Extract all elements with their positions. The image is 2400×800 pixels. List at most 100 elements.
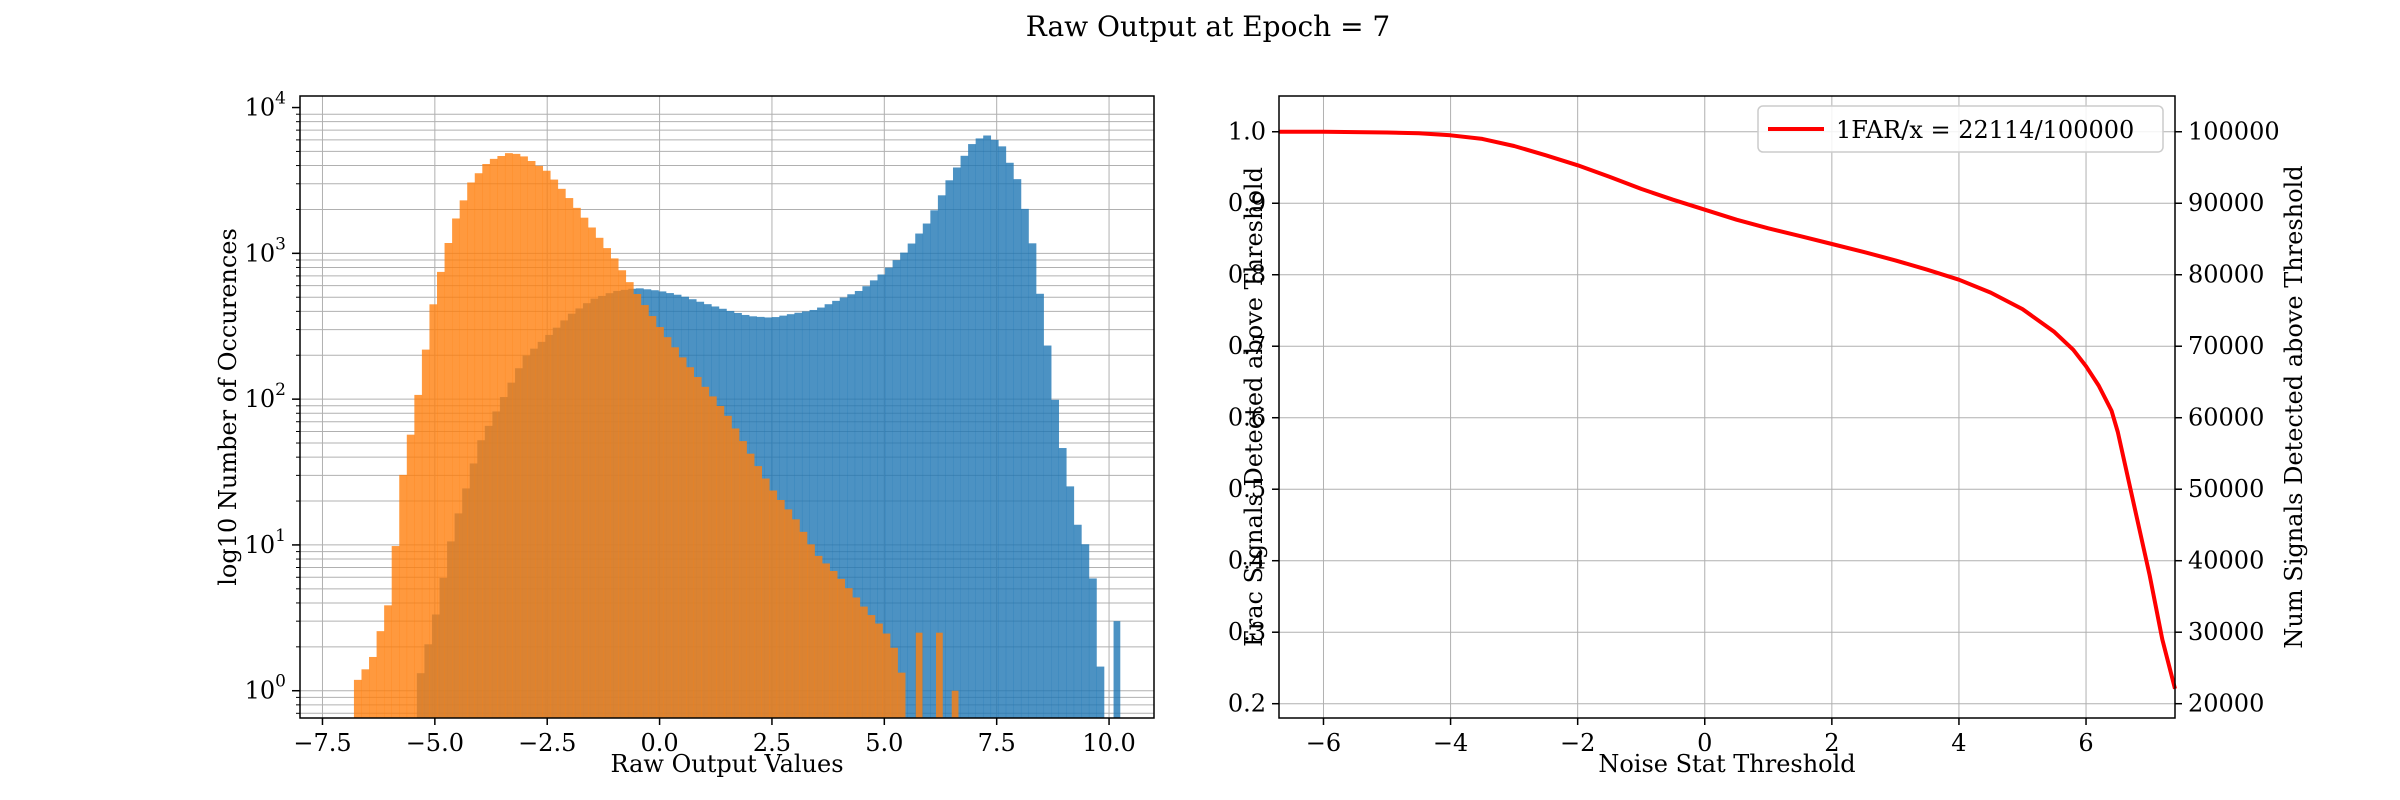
histogram-bar: [897, 672, 906, 718]
histogram-y-tick-label: 102: [245, 380, 286, 413]
histogram-bar: [791, 519, 800, 718]
histogram-bar: [497, 156, 506, 718]
histogram-y-tick-label: 104: [245, 89, 286, 122]
histogram-bar: [930, 210, 939, 718]
histogram-bar: [799, 531, 808, 718]
histogram-bar: [459, 200, 468, 719]
histogram-bar: [983, 135, 992, 718]
histogram-bar: [520, 156, 528, 719]
detection-curve-y-tick-label: 0.8: [1228, 261, 1266, 289]
detection-curve-right-tick-label: 80000: [2188, 261, 2264, 289]
histogram-bar: [874, 623, 883, 718]
histogram-bar: [648, 316, 657, 718]
histogram-bar: [867, 615, 876, 718]
histogram-bar: [990, 139, 999, 719]
histogram-bar: [369, 656, 377, 718]
histogram-bar: [723, 415, 732, 718]
histogram-bar: [1020, 208, 1029, 718]
detection-curve-right-tick-label: 70000: [2188, 332, 2264, 360]
histogram-bar: [414, 394, 423, 718]
histogram-bar: [399, 474, 408, 718]
histogram-bar: [907, 243, 916, 719]
histogram-bar: [998, 146, 1007, 719]
detection-curve-right-tick-label: 50000: [2188, 475, 2264, 503]
histogram-bar: [663, 337, 672, 718]
detection-curve-panel: −6 −4 −2 0 2 4 6 0.2 20000 0.3 30000 0.4 40000 0.5 500…: [1228, 95, 2308, 778]
histogram-y-tick-label: 100: [245, 672, 286, 705]
histogram-x-tick-label: 10.0: [1082, 729, 1135, 757]
legend-box: [1757, 105, 2164, 153]
histogram-bar: [892, 260, 901, 718]
histogram-y-tick-label: 101: [245, 526, 286, 559]
histogram-bar: [1113, 621, 1121, 718]
histogram-bar: [557, 188, 566, 718]
histogram-bar: [915, 632, 923, 718]
histogram-bar: [839, 297, 848, 718]
histogram-bar: [937, 195, 946, 718]
histogram-bar: [832, 300, 841, 718]
histogram-x-tick-label: 7.5: [978, 729, 1016, 757]
histogram-bar: [1088, 578, 1097, 718]
histogram-bar: [625, 282, 634, 718]
histogram-bar: [900, 252, 908, 718]
histogram-bar: [915, 233, 924, 719]
histogram-bar: [504, 153, 513, 719]
histogram-bar: [535, 165, 544, 719]
histogram-bar: [610, 258, 619, 718]
histogram-bar: [671, 347, 679, 718]
histogram-panel: −7.5 −5.0 −2.5 0.0 2.5 5.0 7.5 10.0 100 101 102 103…: [214, 89, 1155, 778]
histogram-x-tick-label: 0.0: [640, 729, 678, 757]
detection-curve-y-tick-label: 0.5: [1228, 475, 1266, 503]
histogram-bar: [474, 173, 483, 718]
histogram-bar: [633, 294, 642, 718]
histogram-bar: [436, 271, 445, 718]
histogram-bar: [467, 182, 476, 718]
histogram-frame: [299, 95, 1155, 719]
detection-curve-right-tick-label: 40000: [2188, 547, 2264, 575]
histogram-bar: [542, 170, 551, 718]
histogram-x-tick-label: −2.5: [518, 729, 576, 757]
histogram-bar: [801, 311, 810, 718]
detection-curve-grid: [1279, 96, 2175, 718]
histogram-bar: [1043, 345, 1052, 718]
histogram-x-tick-label: −5.0: [406, 729, 464, 757]
histogram-bar: [945, 180, 954, 718]
histogram-bar: [852, 597, 861, 718]
histogram-bar: [678, 357, 687, 718]
detection-curve-y-tick-label: 0.2: [1228, 690, 1266, 718]
detection-curve-x-tick-label: −4: [1433, 729, 1468, 757]
histogram-bar: [655, 327, 664, 718]
histogram-bar: [829, 570, 838, 718]
histogram-bar: [862, 286, 871, 718]
histogram-bar: [885, 267, 893, 718]
histogram-bar: [890, 647, 898, 718]
detection-curve-x-tick-label: 0: [1697, 729, 1712, 757]
detection-curve-ticks: −6 −4 −2 0 2 4 6 0.2 20000 0.3 30000 0.4 40000 0.5 500…: [1228, 118, 2280, 757]
histogram-bar: [822, 563, 830, 718]
histogram-bar: [444, 243, 453, 718]
detection-curve-right-tick-label: 100000: [2188, 118, 2280, 146]
histogram-bar: [603, 248, 611, 718]
histogram-bar: [951, 690, 959, 718]
histogram-bar: [565, 198, 574, 718]
histogram-bar: [482, 164, 491, 719]
detection-curve-x-tick-label: −2: [1560, 729, 1595, 757]
detection-curve-x-tick-label: −6: [1306, 729, 1341, 757]
histogram-ticks: −7.5 −5.0 −2.5 0.0 2.5 5.0 7.5 10.0 100 101 102 103…: [245, 89, 1136, 757]
histogram-bar: [854, 290, 863, 718]
histogram-bar: [384, 605, 392, 718]
detection-curve-y-tick-label: 0.7: [1228, 332, 1266, 360]
histogram-bar: [527, 161, 536, 719]
histogram-bar: [859, 606, 868, 718]
histogram-bar: [580, 217, 589, 718]
histogram-x-tick-label: −7.5: [293, 729, 351, 757]
detection-curve-y-tick-label: 0.6: [1228, 404, 1266, 432]
histogram-bar: [391, 546, 400, 718]
histogram-bar: [1058, 448, 1067, 718]
histogram-bar: [686, 367, 695, 718]
histogram-bar: [754, 466, 762, 718]
histogram-bar: [1005, 162, 1014, 719]
histogram-bar: [512, 153, 521, 718]
detection-curve-series: [1279, 129, 2177, 690]
histogram-bar: [837, 578, 846, 718]
